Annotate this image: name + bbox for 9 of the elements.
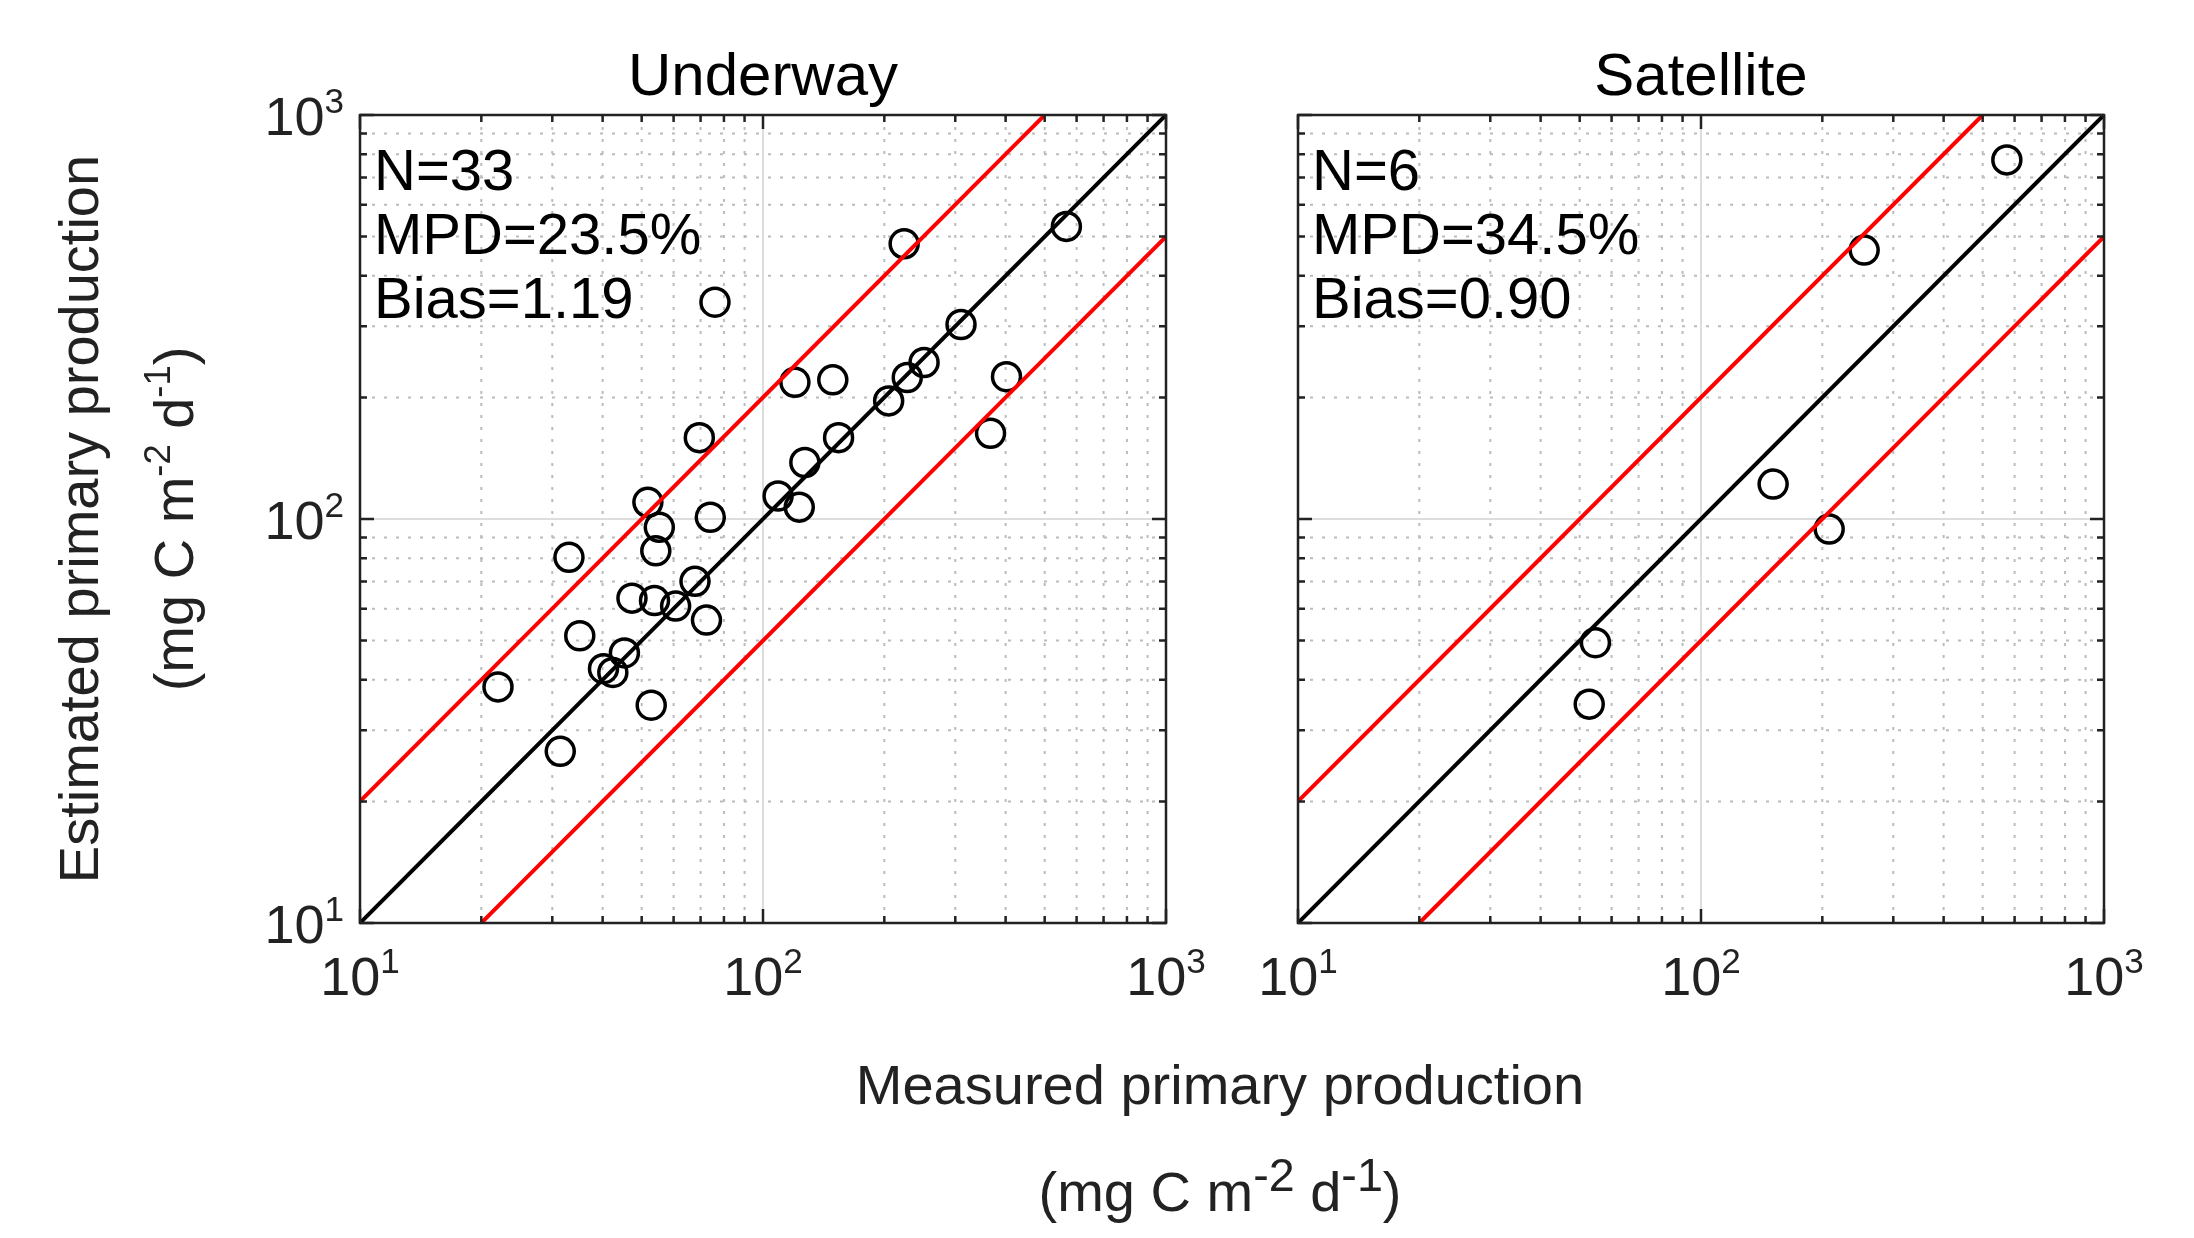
annotation: Bias=1.19	[374, 265, 634, 330]
annotation: Bias=0.90	[1312, 265, 1572, 330]
chart-title: Underway	[627, 41, 899, 108]
chart-title: Satellite	[1594, 41, 1808, 108]
x-axis-title: Measured primary production (mg C m$^{-2}$ d$^{-1}$)	[854, 1052, 1586, 1225]
annotation: N=6	[1312, 137, 1421, 202]
annotation: MPD=23.5%	[374, 201, 702, 266]
annotation: N=33	[374, 137, 515, 202]
annotation: MPD=34.5%	[1312, 201, 1640, 266]
